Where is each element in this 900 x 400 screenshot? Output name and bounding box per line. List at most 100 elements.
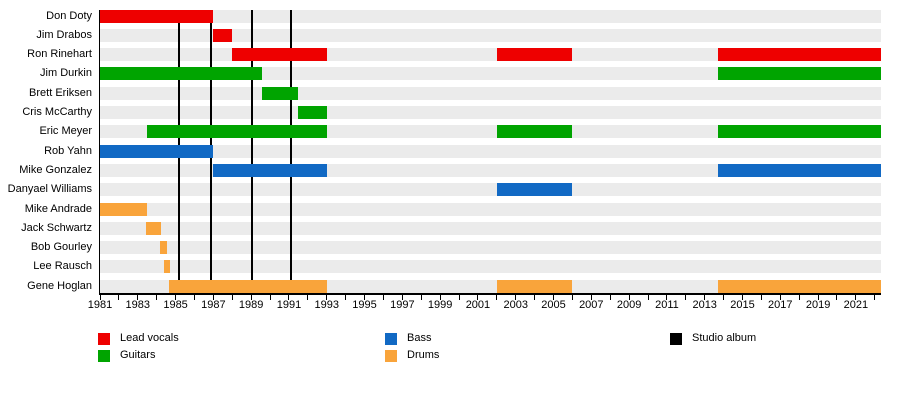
axis-tick: [779, 294, 781, 300]
member-period-bar: [100, 144, 214, 158]
axis-tick: [666, 294, 668, 300]
axis-tick: [515, 294, 517, 300]
axis-tick: [685, 294, 687, 300]
legend-label: Drums: [407, 349, 440, 361]
member-period-bar: [100, 67, 262, 81]
member-period-bar: [232, 48, 327, 62]
axis-year-label: 1987: [201, 299, 226, 311]
row-band: [100, 9, 882, 23]
row-band: [100, 241, 882, 255]
axis-year-label: 1983: [125, 299, 151, 311]
member-label: Bob Gourley: [30, 241, 92, 254]
axis-tick: [477, 294, 479, 300]
axis-tick: [99, 294, 101, 300]
axis-tick: [874, 294, 876, 300]
member-label: Rob Yahn: [44, 144, 92, 157]
axis-year-label: 1981: [87, 299, 113, 311]
axis-tick: [458, 294, 460, 300]
member-period-bar: [717, 48, 882, 62]
member-period-bar: [496, 279, 573, 293]
axis-year-label: 1989: [238, 299, 264, 311]
axis-tick: [193, 294, 195, 300]
member-period-bar: [146, 221, 162, 235]
axis-tick: [250, 294, 252, 300]
axis-year-label: 2001: [465, 299, 491, 311]
axis-year-label: 2007: [579, 299, 604, 311]
row-band: [100, 144, 882, 158]
axis-tick: [269, 294, 271, 300]
row-band: [100, 202, 882, 216]
axis-tick: [609, 294, 611, 300]
member-period-bar: [717, 125, 882, 139]
member-period-bar: [261, 86, 299, 100]
member-label: Eric Meyer: [39, 125, 92, 138]
row-band: [100, 183, 882, 197]
axis-tick: [760, 294, 762, 300]
row-band: [100, 86, 882, 100]
member-label: Lee Rausch: [33, 260, 92, 273]
axis-tick: [855, 294, 857, 300]
axis-tick: [571, 294, 573, 300]
axis-tick: [553, 294, 555, 300]
legend-swatch-lead-vocals: [98, 333, 110, 345]
axis-year-label: 1995: [352, 299, 377, 311]
member-period-bar: [213, 163, 327, 177]
member-period-bar: [160, 241, 168, 255]
axis-year-label: 1999: [427, 299, 453, 311]
axis-tick: [534, 294, 536, 300]
member-period-bar: [147, 125, 327, 139]
member-label: Jim Durkin: [40, 67, 92, 80]
axis-tick: [307, 294, 309, 300]
axis-year-label: 1991: [276, 299, 302, 311]
axis-tick: [212, 294, 214, 300]
member-label: Don Doty: [46, 9, 92, 22]
axis-tick: [175, 294, 177, 300]
axis-tick: [382, 294, 384, 300]
member-period-bar: [100, 9, 214, 23]
y-axis-line: [98, 10, 100, 293]
axis-tick: [439, 294, 441, 300]
legend-swatch-studio-album: [670, 333, 682, 345]
axis-tick: [817, 294, 819, 300]
row-band: [100, 106, 882, 119]
axis-tick: [118, 294, 120, 300]
axis-year-label: 2011: [655, 299, 679, 311]
legend-swatch-bass: [385, 333, 397, 345]
member-period-bar: [496, 125, 573, 139]
legend-swatch-guitars: [98, 350, 110, 362]
axis-tick: [156, 294, 158, 300]
axis-year-label: 2003: [503, 299, 528, 311]
member-label: Gene Hoglan: [27, 279, 92, 292]
axis-year-label: 2013: [692, 299, 717, 311]
member-label: Mike Andrade: [24, 202, 92, 215]
axis-tick: [798, 294, 800, 300]
axis-tick: [723, 294, 725, 300]
member-period-bar: [168, 279, 327, 293]
member-period-bar: [496, 183, 573, 197]
axis-tick: [496, 294, 498, 300]
axis-year-label: 1993: [314, 299, 339, 311]
axis-tick: [628, 294, 630, 300]
axis-tick: [647, 294, 649, 300]
member-period-bar: [164, 260, 171, 274]
member-period-bar: [717, 67, 882, 81]
axis-year-label: 2005: [541, 299, 566, 311]
legend-label: Bass: [407, 332, 432, 344]
axis-year-label: 2015: [730, 299, 755, 311]
member-label: Mike Gonzalez: [19, 163, 92, 176]
row-band: [100, 221, 882, 235]
axis-tick: [590, 294, 592, 300]
axis-year-label: 2017: [768, 299, 793, 311]
row-band: [100, 260, 882, 274]
axis-year-label: 2021: [843, 299, 869, 311]
row-band: [100, 67, 882, 81]
studio-album-line: [251, 10, 254, 293]
studio-album-line: [289, 10, 292, 293]
member-period-bar: [100, 202, 148, 216]
member-period-bar: [717, 279, 882, 293]
axis-tick: [364, 294, 366, 300]
member-label: Cris McCarthy: [22, 106, 92, 118]
legend-label: Lead vocals: [120, 332, 179, 344]
legend-swatch-drums: [385, 350, 397, 362]
